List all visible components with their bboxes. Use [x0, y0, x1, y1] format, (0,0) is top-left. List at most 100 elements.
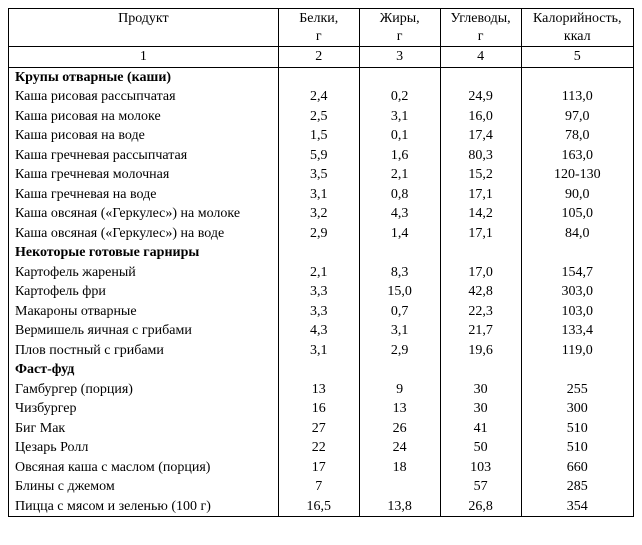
- cell-carbs: 24,9: [440, 87, 521, 107]
- cell-protein: 3,3: [278, 302, 359, 322]
- cell-product: Каша гречневая молочная: [9, 165, 279, 185]
- cell-fat: 18: [359, 458, 440, 478]
- nutrition-table: Продукт Белки, г Жиры, г Углеводы, г Кал…: [8, 8, 634, 517]
- cell-product: Блины с джемом: [9, 477, 279, 497]
- cell-carbs: 19,6: [440, 341, 521, 361]
- table-row: Гамбургер (порция)13930255: [9, 380, 634, 400]
- cell-fat: 0,8: [359, 185, 440, 205]
- cell-protein: 2,5: [278, 107, 359, 127]
- cell-fat: 1,4: [359, 224, 440, 244]
- cell-fat: 13: [359, 399, 440, 419]
- cell-fat: 4,3: [359, 204, 440, 224]
- table-body: Крупы отварные (каши)Каша рисовая рассып…: [9, 67, 634, 517]
- table-row: Каша рисовая рассыпчатая2,40,224,9113,0: [9, 87, 634, 107]
- table-row: Макароны отварные3,30,722,3103,0: [9, 302, 634, 322]
- header-row-numbers: 1 2 3 4 5: [9, 47, 634, 68]
- cell-protein: 2,4: [278, 87, 359, 107]
- cell-fat: 0,7: [359, 302, 440, 322]
- table-row: Картофель жареный2,18,317,0154,7: [9, 263, 634, 283]
- cell-protein: 3,3: [278, 282, 359, 302]
- cell-fat: [359, 477, 440, 497]
- cell-kcal: 303,0: [521, 282, 633, 302]
- cell-fat: 24: [359, 438, 440, 458]
- table-row: Чизбургер161330300: [9, 399, 634, 419]
- cell-fat: 0,2: [359, 87, 440, 107]
- table-row: Каша овсяная («Геркулес») на воде2,91,41…: [9, 224, 634, 244]
- cell-protein: 3,1: [278, 185, 359, 205]
- col-header-fat: Жиры, г: [359, 9, 440, 47]
- cell-kcal: 105,0: [521, 204, 633, 224]
- cell-fat: 15,0: [359, 282, 440, 302]
- cell-product: Чизбургер: [9, 399, 279, 419]
- colnum-carbs: 4: [440, 47, 521, 68]
- cell-kcal: 90,0: [521, 185, 633, 205]
- cell-product: Цезарь Ролл: [9, 438, 279, 458]
- cell-protein: 4,3: [278, 321, 359, 341]
- cell-fat: 9: [359, 380, 440, 400]
- cell-product: Биг Мак: [9, 419, 279, 439]
- table-row: Вермишель яичная с грибами4,33,121,7133,…: [9, 321, 634, 341]
- table-row: Биг Мак272641510: [9, 419, 634, 439]
- cell-fat: 0,1: [359, 126, 440, 146]
- section-title-row: Некоторые готовые гарниры: [9, 243, 634, 263]
- cell-fat: 3,1: [359, 107, 440, 127]
- cell-kcal: 97,0: [521, 107, 633, 127]
- cell-protein: 2,1: [278, 263, 359, 283]
- cell-product: Каша гречневая рассыпчатая: [9, 146, 279, 166]
- cell-protein: 2,9: [278, 224, 359, 244]
- section-title: Крупы отварные (каши): [9, 67, 279, 87]
- cell-protein: 7: [278, 477, 359, 497]
- table-row: Картофель фри3,315,042,8303,0: [9, 282, 634, 302]
- cell-product: Пицца с мясом и зеленью (100 г): [9, 497, 279, 517]
- table-row: Каша овсяная («Геркулес») на молоке3,24,…: [9, 204, 634, 224]
- cell-carbs: 15,2: [440, 165, 521, 185]
- section-title: Некоторые готовые гарниры: [9, 243, 279, 263]
- cell-kcal: 255: [521, 380, 633, 400]
- col-header-carbs: Углеводы, г: [440, 9, 521, 47]
- cell-kcal: 119,0: [521, 341, 633, 361]
- cell-carbs: 41: [440, 419, 521, 439]
- header-row-labels: Продукт Белки, г Жиры, г Углеводы, г Кал…: [9, 9, 634, 47]
- table-row: Пицца с мясом и зеленью (100 г)16,513,82…: [9, 497, 634, 517]
- table-row: Каша рисовая на молоке2,53,116,097,0: [9, 107, 634, 127]
- table-row: Цезарь Ролл222450510: [9, 438, 634, 458]
- col-header-product: Продукт: [9, 9, 279, 47]
- col-header-kcal: Калорийность, ккал: [521, 9, 633, 47]
- cell-carbs: 14,2: [440, 204, 521, 224]
- cell-product: Макароны отварные: [9, 302, 279, 322]
- table-row: Овсяная каша с маслом (порция)1718103660: [9, 458, 634, 478]
- cell-product: Вермишель яичная с грибами: [9, 321, 279, 341]
- cell-fat: 2,1: [359, 165, 440, 185]
- cell-kcal: 103,0: [521, 302, 633, 322]
- cell-carbs: 16,0: [440, 107, 521, 127]
- cell-carbs: 17,4: [440, 126, 521, 146]
- cell-protein: 1,5: [278, 126, 359, 146]
- cell-kcal: 354: [521, 497, 633, 517]
- cell-product: Каша рисовая на молоке: [9, 107, 279, 127]
- cell-protein: 3,2: [278, 204, 359, 224]
- cell-kcal: 113,0: [521, 87, 633, 107]
- cell-product: Каша овсяная («Геркулес») на воде: [9, 224, 279, 244]
- cell-fat: 2,9: [359, 341, 440, 361]
- cell-protein: 5,9: [278, 146, 359, 166]
- col-header-protein: Белки, г: [278, 9, 359, 47]
- cell-kcal: 133,4: [521, 321, 633, 341]
- cell-kcal: 154,7: [521, 263, 633, 283]
- cell-carbs: 103: [440, 458, 521, 478]
- section-title-row: Фаст-фуд: [9, 360, 634, 380]
- cell-product: Каша рисовая на воде: [9, 126, 279, 146]
- cell-carbs: 30: [440, 399, 521, 419]
- colnum-product: 1: [9, 47, 279, 68]
- cell-kcal: 300: [521, 399, 633, 419]
- cell-product: Каша овсяная («Геркулес») на молоке: [9, 204, 279, 224]
- cell-product: Гамбургер (порция): [9, 380, 279, 400]
- cell-product: Картофель жареный: [9, 263, 279, 283]
- cell-protein: 22: [278, 438, 359, 458]
- cell-protein: 16: [278, 399, 359, 419]
- table-row: Каша гречневая рассыпчатая5,91,680,3163,…: [9, 146, 634, 166]
- cell-kcal: 285: [521, 477, 633, 497]
- cell-carbs: 17,1: [440, 185, 521, 205]
- table-row: Каша гречневая на воде3,10,817,190,0: [9, 185, 634, 205]
- cell-kcal: 510: [521, 438, 633, 458]
- cell-carbs: 26,8: [440, 497, 521, 517]
